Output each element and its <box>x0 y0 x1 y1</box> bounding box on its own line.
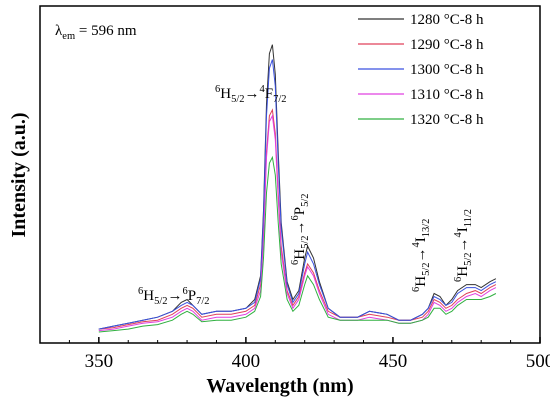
x-tick-label-450: 450 <box>379 351 408 372</box>
x-tick-label-500: 500 <box>526 351 550 372</box>
legend-label-3: 1300 °C-8 h <box>410 62 484 78</box>
emission-wavelength-label: λem = 596 nm <box>55 23 137 42</box>
x-axis-ticks: 350 400 450 500 <box>39 337 550 372</box>
x-tick-label-350: 350 <box>85 351 114 372</box>
series-line-5 <box>98 155 497 333</box>
legend-label-1: 1280 °C-8 h <box>410 12 484 28</box>
transition-label-4: 6H5/2→4I13/2 <box>411 219 432 292</box>
series-line-2 <box>98 108 497 330</box>
legend-label-5: 1320 °C-8 h <box>410 112 484 128</box>
series-line-3 <box>98 59 497 330</box>
transition-label-3: 6H5/2→6P5/2 <box>290 193 311 265</box>
legend-label-4: 1310 °C-8 h <box>410 87 484 103</box>
transition-label-5: 6H5/2→4I11/2 <box>453 209 474 282</box>
plot-frame <box>39 5 541 344</box>
transition-label-1: 6H5/2→6P7/2 <box>138 286 210 307</box>
x-tick-label-400: 400 <box>232 351 261 372</box>
x-axis-title: Wavelength (nm) <box>206 375 353 397</box>
transition-label-2: 6H5/2→4F7/2 <box>215 84 287 105</box>
series-layer <box>98 44 497 333</box>
y-axis-title: Intensity (a.u.) <box>8 112 30 237</box>
legend-label-2: 1290 °C-8 h <box>410 37 484 53</box>
series-line-4 <box>98 114 497 332</box>
legend: 1280 °C-8 h 1290 °C-8 h 1300 °C-8 h 1310 °C… <box>358 12 484 128</box>
